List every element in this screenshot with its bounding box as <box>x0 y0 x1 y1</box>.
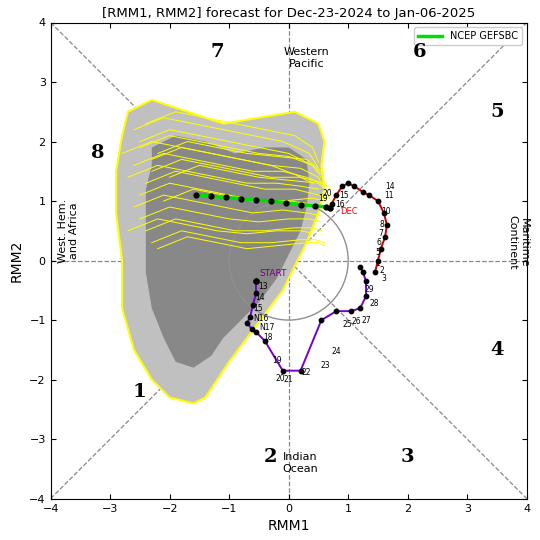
Text: 5: 5 <box>490 103 504 121</box>
Text: Indian
Ocean: Indian Ocean <box>283 452 319 474</box>
Text: West. Hem.
and Africa: West. Hem. and Africa <box>58 199 79 263</box>
Text: 21: 21 <box>284 375 293 384</box>
Legend: NCEP GEFSBC: NCEP GEFSBC <box>414 28 522 45</box>
Point <box>359 268 367 277</box>
Point <box>311 201 320 210</box>
Text: 11: 11 <box>384 191 394 200</box>
Point <box>356 304 364 313</box>
Point <box>359 188 367 197</box>
Text: 8: 8 <box>91 144 105 163</box>
Point <box>222 193 231 202</box>
Text: 7: 7 <box>378 230 383 238</box>
Text: 20: 20 <box>275 374 285 383</box>
Text: 28: 28 <box>369 299 379 308</box>
Point <box>347 307 355 315</box>
Text: 3: 3 <box>381 274 386 283</box>
Point <box>252 328 260 336</box>
Point <box>192 191 201 199</box>
Point <box>246 313 254 321</box>
Polygon shape <box>116 100 325 403</box>
Text: START: START <box>259 269 286 278</box>
Point <box>338 182 347 191</box>
Y-axis label: RMM2: RMM2 <box>10 239 24 282</box>
Text: 7: 7 <box>211 43 224 61</box>
Point <box>267 197 275 205</box>
Point <box>364 191 373 199</box>
Text: Western
Pacific: Western Pacific <box>284 48 329 69</box>
Point <box>252 289 260 298</box>
Point <box>374 197 382 205</box>
Point <box>327 200 336 208</box>
Point <box>247 325 256 333</box>
Text: 13: 13 <box>258 282 267 291</box>
Point <box>317 316 326 325</box>
Text: 2: 2 <box>380 266 384 275</box>
Point <box>356 262 364 271</box>
Point <box>326 204 335 213</box>
Text: 14: 14 <box>385 181 395 191</box>
Text: 15: 15 <box>339 191 349 200</box>
Point <box>242 319 251 327</box>
Text: 14: 14 <box>255 293 265 302</box>
Text: 6: 6 <box>376 238 381 247</box>
Title: [RMM1, RMM2] forecast for Dec-23-2024 to Jan-06-2025: [RMM1, RMM2] forecast for Dec-23-2024 to… <box>102 7 475 20</box>
X-axis label: RMM1: RMM1 <box>267 519 310 533</box>
Point <box>279 366 287 375</box>
Text: 27: 27 <box>361 315 371 325</box>
Text: 19: 19 <box>319 194 328 203</box>
Point <box>281 199 290 207</box>
Point <box>252 277 260 286</box>
Text: 25: 25 <box>342 320 352 329</box>
Point <box>321 202 330 211</box>
Point <box>207 192 215 201</box>
Polygon shape <box>146 136 309 368</box>
Point <box>252 277 260 286</box>
Text: 10: 10 <box>381 207 390 216</box>
Text: DEC: DEC <box>340 207 358 215</box>
Point <box>370 268 379 277</box>
Text: 20: 20 <box>322 190 332 198</box>
Text: 15: 15 <box>253 303 262 313</box>
Text: 6: 6 <box>413 43 427 61</box>
Point <box>381 232 389 241</box>
Text: 19: 19 <box>273 356 282 365</box>
Text: 4: 4 <box>490 341 504 359</box>
Point <box>296 366 305 375</box>
Point <box>237 194 245 203</box>
Point <box>326 204 335 213</box>
Text: 16: 16 <box>335 199 345 208</box>
Text: 18: 18 <box>263 333 273 342</box>
Point <box>362 292 370 301</box>
Text: N16: N16 <box>253 314 268 323</box>
Text: 1: 1 <box>376 259 380 268</box>
Point <box>344 179 353 187</box>
Text: N17: N17 <box>259 323 274 332</box>
Point <box>252 195 260 204</box>
Text: 29: 29 <box>365 285 374 294</box>
Point <box>296 200 305 209</box>
Point <box>332 307 341 315</box>
Text: Maritime
Continent: Maritime Continent <box>507 215 529 270</box>
Text: 22: 22 <box>302 368 311 377</box>
Text: 23: 23 <box>320 361 330 370</box>
Text: 8: 8 <box>379 220 384 230</box>
Text: 26: 26 <box>352 317 361 326</box>
Point <box>380 208 388 217</box>
Point <box>332 191 341 199</box>
Point <box>261 336 269 345</box>
Point <box>374 256 382 265</box>
Text: 3: 3 <box>401 448 415 466</box>
Text: 1: 1 <box>133 382 147 401</box>
Text: 5: 5 <box>375 248 380 256</box>
Point <box>350 182 359 191</box>
Text: 24: 24 <box>332 347 341 355</box>
Point <box>382 220 391 229</box>
Point <box>362 277 370 286</box>
Point <box>376 244 385 253</box>
Point <box>248 301 257 309</box>
Text: 2: 2 <box>264 448 278 466</box>
